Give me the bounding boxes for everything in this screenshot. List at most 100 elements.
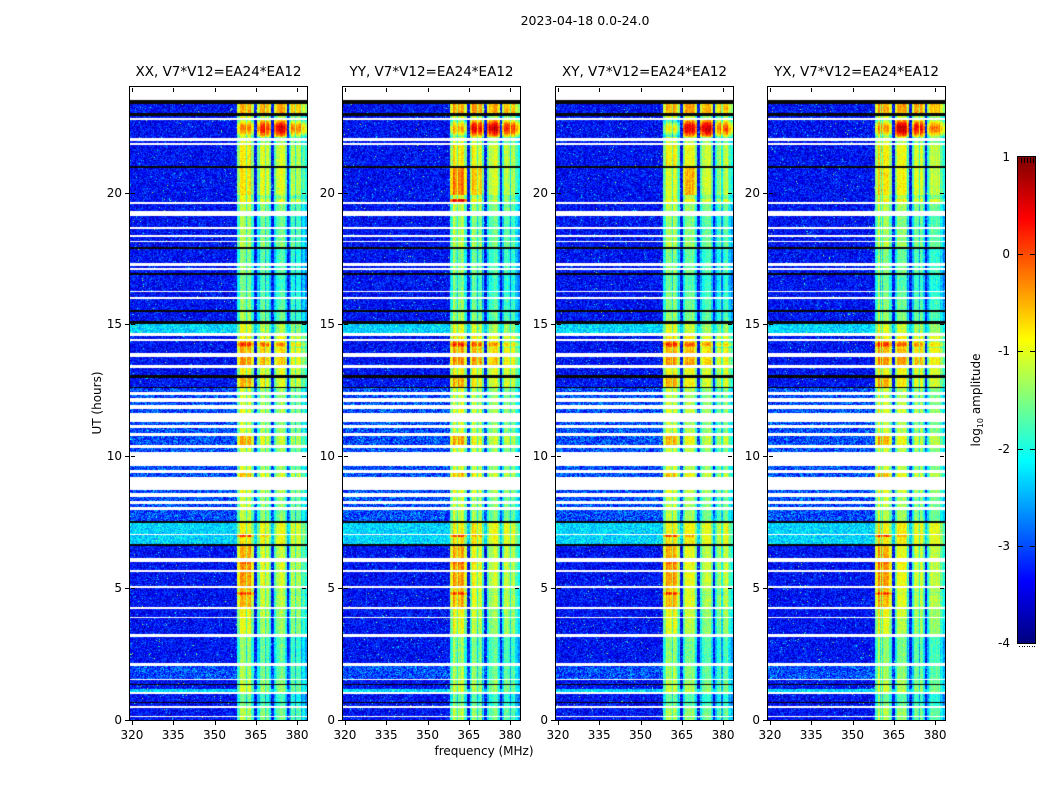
colorbar-tick-label: -2 — [998, 441, 1010, 456]
x-tick-label: 380 — [498, 728, 522, 742]
colorbar-bottom-dots — [1019, 646, 1020, 647]
spectrogram-canvas-YX — [768, 87, 945, 720]
x-tick-label: 335 — [587, 728, 611, 742]
colorbar-top-hatch — [1033, 158, 1034, 163]
y-tick — [338, 324, 342, 326]
y-tick-inner — [131, 588, 135, 590]
x-tick — [510, 721, 512, 725]
colorbar-top-hatch — [1030, 158, 1031, 163]
y-tick-inner — [769, 720, 773, 721]
colorbar-frame — [1017, 156, 1036, 644]
colorbar-bottom-dots — [1029, 646, 1030, 647]
panel-title-XY: XY, V7*V12=EA24*EA12 — [561, 64, 727, 80]
y-tick-inner — [131, 192, 135, 194]
colorbar-label-prefix: log — [968, 428, 983, 447]
x-tick — [344, 721, 346, 725]
y-tick-inner — [557, 324, 561, 326]
x-tick — [557, 721, 559, 725]
y-tick-inner-right — [940, 588, 944, 590]
y-tick — [551, 720, 555, 721]
x-tick — [297, 721, 299, 725]
spectrogram-canvas-XX — [130, 87, 307, 720]
y-tick-label: 15 — [319, 317, 335, 332]
y-tick-inner — [557, 588, 561, 590]
y-tick-inner — [344, 324, 348, 326]
colorbar-bottom-dots — [1034, 646, 1035, 647]
colorbar-top-hatch — [1024, 158, 1025, 163]
x-tick-inner — [214, 88, 216, 92]
y-tick-inner-right — [515, 192, 519, 194]
y-tick-inner — [344, 588, 348, 590]
y-tick-inner-right — [302, 588, 306, 590]
y-tick-inner-right — [515, 720, 519, 721]
y-tick-label: 10 — [319, 449, 335, 464]
y-tick-inner-right — [940, 720, 944, 721]
colorbar-top-hatch — [1027, 158, 1028, 163]
y-tick-label: 0 — [114, 713, 122, 727]
colorbar-tick-label: 1 — [1002, 150, 1010, 164]
y-tick — [551, 324, 555, 326]
x-tick — [852, 721, 854, 725]
colorbar-bottom-dots — [1024, 646, 1025, 647]
x-tick-inner — [255, 88, 257, 92]
colorbar-label-suffix: amplitude — [968, 353, 983, 418]
colorbar-bottom-dots — [1026, 646, 1028, 647]
x-tick — [723, 721, 725, 725]
panel-title-XX: XX, V7*V12=EA24*EA12 — [135, 64, 302, 80]
y-tick-label: 15 — [744, 317, 760, 332]
x-tick-label: 380 — [711, 728, 735, 742]
colorbar-bottom-dots — [1031, 646, 1033, 647]
y-tick-inner — [131, 324, 135, 326]
x-tick-inner — [468, 88, 470, 92]
y-axis-label: UT (hours) — [90, 371, 104, 435]
x-tick — [131, 721, 133, 725]
x-tick — [769, 721, 771, 725]
x-tick — [427, 721, 429, 725]
colorbar-label: log10 amplitude — [969, 354, 985, 447]
y-tick-inner — [344, 456, 348, 458]
x-tick-label: 350 — [629, 728, 652, 742]
y-tick-inner-right — [302, 324, 306, 326]
y-tick-inner-right — [515, 456, 519, 458]
colorbar-bottom-dots — [1021, 646, 1023, 647]
y-tick-label: 15 — [106, 317, 122, 332]
x-tick-label: 335 — [799, 728, 823, 742]
y-tick-inner-right — [728, 456, 732, 458]
y-tick — [763, 192, 767, 194]
panel-title-YY: YY, V7*V12=EA24*EA12 — [349, 64, 514, 80]
y-tick-inner-right — [728, 588, 732, 590]
x-tick-inner — [297, 88, 299, 92]
x-tick — [811, 721, 813, 725]
x-tick-inner — [640, 88, 642, 92]
y-tick-inner-right — [302, 720, 306, 721]
y-tick-label: 0 — [540, 713, 548, 727]
y-tick — [763, 588, 767, 590]
y-tick-label: 20 — [744, 185, 760, 200]
y-tick-inner — [557, 720, 561, 721]
x-tick-label: 365 — [670, 728, 694, 742]
y-tick — [338, 192, 342, 194]
y-tick-inner-right — [302, 192, 306, 194]
y-tick — [763, 324, 767, 326]
y-tick-inner — [131, 456, 135, 458]
x-tick-inner — [723, 88, 725, 92]
x-tick-inner — [173, 88, 175, 92]
y-tick-inner-right — [728, 324, 732, 326]
y-tick-label: 10 — [744, 449, 760, 464]
y-tick — [125, 192, 129, 194]
colorbar-tick — [1018, 351, 1023, 353]
x-tick-inner — [386, 88, 388, 92]
x-tick — [599, 721, 601, 725]
x-tick-label: 365 — [457, 728, 481, 742]
y-tick-label: 20 — [319, 185, 335, 200]
y-tick-label: 0 — [752, 713, 760, 727]
x-tick-label: 350 — [203, 728, 226, 742]
y-tick — [551, 588, 555, 590]
y-tick-inner — [557, 192, 561, 194]
x-tick-inner — [344, 88, 346, 92]
y-tick — [338, 720, 342, 721]
y-tick — [763, 456, 767, 458]
x-tick-inner — [599, 88, 601, 92]
x-tick-inner — [131, 88, 133, 92]
